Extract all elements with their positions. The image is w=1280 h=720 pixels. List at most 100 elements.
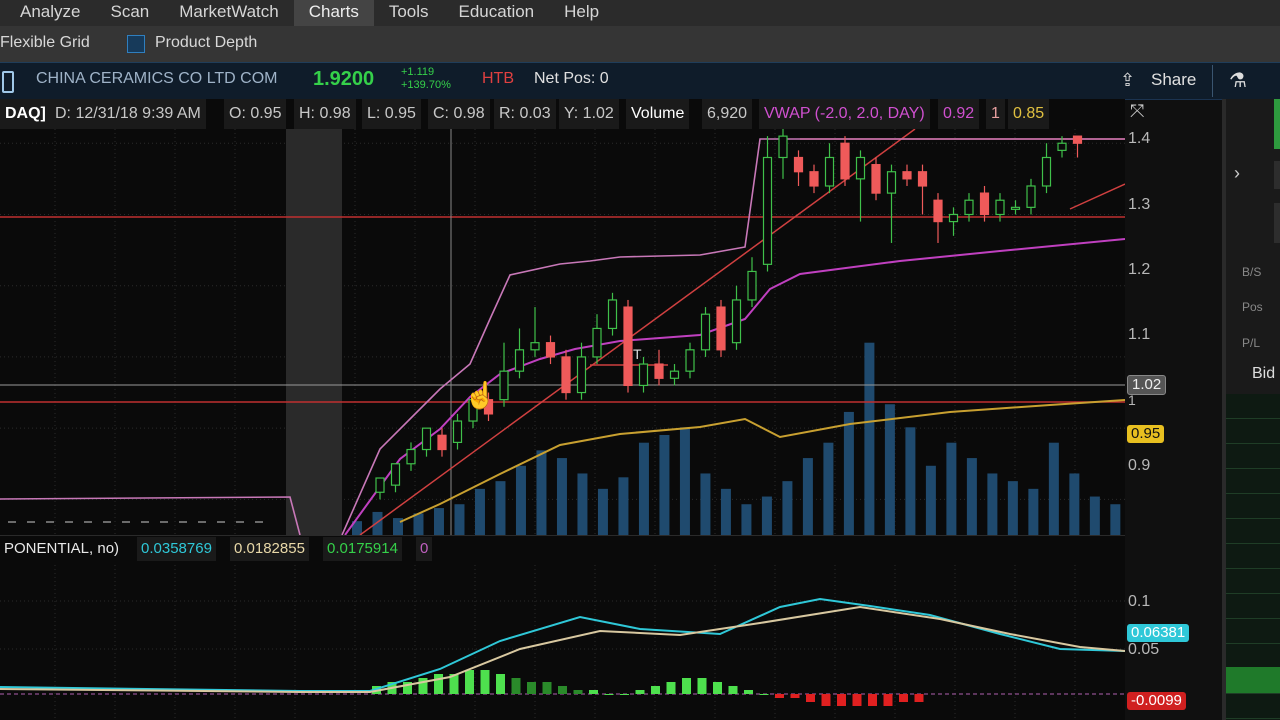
candle-up — [1041, 156, 1052, 187]
price-tick-1-4: 1.4 — [1128, 130, 1151, 147]
candle-up — [824, 156, 835, 187]
candle-up — [886, 171, 897, 194]
candle-down — [871, 164, 881, 194]
macd-bar — [790, 694, 800, 698]
candle-down — [483, 399, 494, 415]
volume-bar — [474, 488, 485, 535]
candle-up — [406, 448, 416, 465]
macd-bar — [651, 686, 660, 694]
macd-bar — [775, 694, 784, 698]
macd-tick-0-05: 0.05 — [1128, 641, 1160, 658]
macd-study-label[interactable]: PONENTIAL, no) — [0, 537, 124, 561]
volume-bar — [1048, 442, 1059, 535]
price-tick-1-2: 1.2 — [1128, 261, 1151, 278]
status-strip — [1274, 161, 1280, 189]
candle-down — [545, 342, 556, 358]
macd-bar — [558, 686, 567, 694]
candlesticks[interactable] — [8, 129, 1083, 523]
flexible-grid-tab[interactable]: Flexible Grid — [0, 34, 90, 51]
macd-average-line — [0, 605, 1125, 693]
candle-up — [499, 370, 509, 401]
volume-bar — [659, 435, 670, 535]
flask-icon[interactable]: ⚗ — [1229, 70, 1247, 92]
volume-bar — [741, 504, 752, 535]
candle-down — [716, 306, 726, 351]
y-readout: Y: 1.02 — [559, 99, 619, 129]
chevron-right-icon[interactable]: › — [1234, 163, 1240, 183]
menu-help[interactable]: Help — [564, 2, 600, 21]
candle-down — [793, 156, 804, 173]
price-chart[interactable]: T — [0, 129, 1125, 720]
htb-badge: HTB — [482, 70, 514, 87]
low-readout: L: 0.95 — [362, 99, 421, 129]
menu-analyze[interactable]: Analyze — [20, 2, 81, 21]
volume-bar — [884, 404, 895, 535]
volume-bar — [413, 513, 424, 535]
menu-tools[interactable]: Tools — [388, 2, 429, 21]
product-depth-tab[interactable]: Product Depth — [155, 34, 258, 51]
symbol-bar: CHINA CERAMICS CO LTD COM 1.9200 +1.119 … — [0, 62, 1280, 100]
macd-bar — [403, 682, 412, 694]
candle-up — [514, 349, 525, 372]
bs-label: B/S — [1242, 265, 1262, 279]
bid-column-header[interactable]: Bid — [1252, 365, 1276, 382]
panel-divider[interactable] — [1222, 99, 1226, 720]
candle-down — [623, 306, 633, 387]
macd-header: PONENTIAL, no) 0.0358769 0.0182855 0.017… — [0, 535, 1125, 562]
share-icon[interactable]: ⇪ — [1120, 70, 1136, 90]
volume-bar — [1007, 481, 1018, 535]
link-icon[interactable] — [2, 71, 14, 93]
candle-up — [747, 270, 757, 301]
last-price: 1.9200 — [313, 68, 375, 90]
macd-bar — [666, 682, 676, 694]
volume-bar — [761, 496, 772, 535]
menu-marketwatch[interactable]: MarketWatch — [179, 2, 279, 21]
trendline-short[interactable] — [1069, 183, 1125, 210]
macd-tick-0-1: 0.1 — [1128, 593, 1151, 610]
volume-bar — [966, 458, 977, 535]
order-book-highlight[interactable] — [1226, 667, 1280, 693]
macd-bar — [682, 678, 691, 694]
macd-bar — [744, 690, 753, 694]
vwap-label: VWAP (-2.0, 2.0, DAY) — [759, 99, 930, 129]
vwap-lower-band — [399, 399, 1125, 523]
candle-up — [669, 370, 680, 379]
macd-bar — [713, 682, 722, 694]
chart-info-bar: DAQ] D: 12/31/18 9:39 AM O: 0.95 H: 0.98… — [0, 99, 1144, 129]
close-readout: C: 0.98 — [428, 99, 490, 129]
volume-bars — [352, 342, 1121, 535]
menu-charts[interactable]: Charts — [293, 0, 374, 26]
macd-bar — [449, 674, 459, 694]
status-strip — [1274, 203, 1280, 243]
volume-bar — [864, 342, 875, 535]
candle-up — [638, 363, 649, 387]
grid-icon — [127, 35, 145, 53]
menu-education[interactable]: Education — [458, 2, 535, 21]
trendline-main[interactable] — [359, 129, 916, 536]
macd-bar — [914, 694, 924, 702]
candle-up — [700, 313, 711, 351]
macd-background — [0, 561, 1125, 720]
vwap-value: 0.92 — [938, 99, 980, 129]
volume-bar — [700, 473, 711, 535]
order-book-rows[interactable] — [1226, 394, 1280, 720]
net-position: Net Pos: 0 — [534, 70, 609, 87]
candle-down — [654, 363, 664, 379]
status-strip — [1274, 99, 1280, 149]
macd-diff-tag: -0.0099 — [1127, 692, 1186, 710]
macd-bar — [418, 678, 428, 694]
macd-bar — [527, 682, 536, 694]
crosshair-toggle-icon[interactable]: ⤧ — [1130, 101, 1145, 121]
divider — [1212, 65, 1213, 97]
macd-bar — [868, 694, 877, 706]
company-name[interactable]: CHINA CERAMICS CO LTD COM — [36, 70, 278, 87]
volume-bar — [392, 518, 403, 535]
volume-bar — [1028, 488, 1039, 535]
macd-pane[interactable] — [0, 561, 1125, 720]
macd-bar — [542, 682, 552, 694]
hand-cursor-icon: ☝ — [464, 380, 497, 410]
share-button[interactable]: Share — [1151, 70, 1197, 89]
menu-scan[interactable]: Scan — [110, 2, 150, 21]
candle-up — [421, 427, 432, 451]
volume-value: 6,920 — [702, 99, 753, 129]
